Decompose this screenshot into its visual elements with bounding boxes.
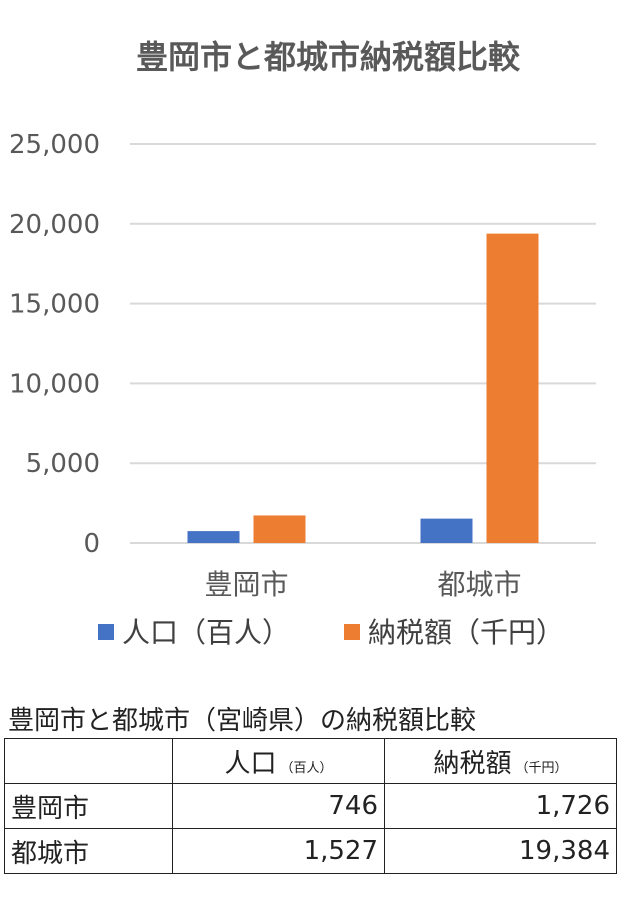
table-row: 都城市 1,527 19,384 — [4, 828, 617, 874]
table-header-tax: 納税額 （千円） — [384, 738, 617, 784]
y-tick-label: 10,000 — [9, 369, 100, 399]
x-category-label: 豊岡市 — [204, 568, 288, 601]
header-unit-population: （百人） — [280, 760, 333, 776]
legend-label: 人口（百人） — [122, 616, 290, 649]
y-tick-label: 5,000 — [26, 449, 100, 479]
y-tick-label: 15,000 — [9, 290, 100, 320]
bar — [486, 233, 539, 544]
table-header-row: 人口 （百人） 納税額 （千円） — [4, 738, 617, 784]
table-header-cell-empty — [4, 738, 173, 784]
chart-title: 豊岡市と都城市納税額比較 — [136, 38, 521, 76]
y-axis-tick-labels: 0 5,000 10,000 15,000 20,000 25,000 — [9, 130, 100, 559]
y-tick-label: 20,000 — [9, 210, 100, 240]
bar — [253, 515, 306, 543]
table-cell-tax: 19,384 — [384, 828, 617, 874]
legend: 人口（百人） 納税額（千円） — [98, 616, 564, 649]
table-cell-city: 都城市 — [4, 828, 173, 874]
y-tick-label: 25,000 — [9, 130, 100, 160]
header-unit-tax: （千円） — [515, 760, 568, 776]
header-label-tax: 納税額 — [433, 748, 512, 779]
legend-label: 納税額（千円） — [368, 616, 564, 649]
bars — [187, 233, 539, 544]
data-table: 人口 （百人） 納税額 （千円） 豊岡市 746 1,726 都城市 1,527 1… — [4, 738, 617, 874]
x-axis-category-labels: 豊岡市 都城市 — [204, 568, 521, 601]
bar — [420, 518, 473, 543]
legend-swatch — [344, 624, 360, 640]
x-category-label: 都城市 — [437, 568, 521, 601]
header-label-population: 人口 — [224, 748, 277, 779]
table-header-population: 人口 （百人） — [172, 738, 385, 784]
table-caption: 豊岡市と都城市（宮崎県）の納税額比較 — [8, 706, 477, 736]
table-cell-population: 746 — [172, 783, 385, 829]
legend-swatch — [98, 624, 114, 640]
bar-chart: 豊岡市と都城市納税額比較 0 5,000 10,000 15,000 20,000 25,… — [9, 38, 596, 649]
y-tick-label: 0 — [83, 529, 100, 559]
table-cell-tax: 1,726 — [384, 783, 617, 829]
bar — [187, 531, 240, 543]
table-cell-city: 豊岡市 — [4, 783, 173, 829]
table-cell-population: 1,527 — [172, 828, 385, 874]
table-row: 豊岡市 746 1,726 — [4, 783, 617, 829]
